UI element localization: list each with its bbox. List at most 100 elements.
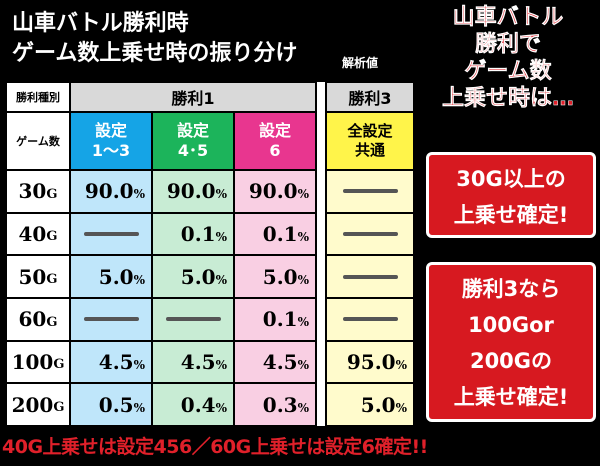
column-header-col1: 設定 1〜3 — [70, 112, 152, 170]
value-text: 0.3% — [263, 393, 309, 417]
value-number: 90.0 — [166, 179, 216, 204]
callout-box-win3: 勝利3なら 100Gor 200Gの 上乗せ確定! — [426, 262, 596, 422]
callout-box-30g: 30G以上の 上乗せ確定! — [426, 152, 596, 238]
value-unit: % — [133, 400, 145, 415]
value-number: 0.1 — [180, 221, 216, 246]
side-title-line-2: ゲーム数 — [464, 59, 552, 85]
row-label-unit: G — [46, 314, 58, 330]
value-cell-30-0: 90.0% — [70, 170, 152, 213]
value-cell-40-0 — [70, 212, 152, 256]
value-cell-60-0 — [70, 298, 152, 341]
value-cell-200-0: 0.5% — [70, 383, 152, 426]
dash-mark — [342, 189, 398, 194]
value-cell-40-3 — [326, 212, 414, 256]
value-number: 5.0 — [98, 264, 134, 289]
value-text: 5.0% — [181, 265, 227, 289]
value-text: 90.0% — [167, 179, 227, 203]
row-label-60: 60 G — [6, 298, 70, 341]
value-text: 0.4% — [181, 393, 227, 417]
dash-mark — [83, 231, 139, 236]
row-label-40: 40 G — [6, 212, 70, 256]
value-number: 0.5 — [98, 392, 134, 417]
value-number: 0.1 — [262, 221, 298, 246]
value-text: 5.0% — [361, 393, 407, 417]
value-text: 0.1% — [263, 307, 309, 331]
column-header-col2-line-0: 設定 — [176, 121, 209, 140]
group-header-win1: 勝利1 — [70, 82, 316, 112]
value-cell-100-1: 4.5% — [152, 340, 234, 384]
value-text: 4.5% — [99, 350, 145, 374]
row-label-number: 200 — [11, 392, 54, 417]
column-header-col2-line-1: 4･5 — [177, 141, 209, 160]
corner-top: 勝利種別 — [6, 82, 70, 112]
value-number: 5.0 — [360, 392, 396, 417]
value-number: 4.5 — [180, 349, 216, 374]
value-unit: % — [297, 187, 309, 202]
value-cell-100-2: 4.5% — [234, 340, 316, 384]
column-header-col3-line-0: 設定 — [258, 121, 291, 140]
value-cell-100-0: 4.5% — [70, 340, 152, 384]
row-label-unit: G — [46, 229, 58, 245]
dash-mark — [342, 274, 398, 279]
value-number: 0.4 — [180, 392, 216, 417]
corner-top-text: 勝利種別 — [16, 91, 60, 104]
corner-bottom-text: ゲーム数 — [16, 135, 60, 148]
side-title: 山車バトル 勝利で ゲーム数 上乗せ時は… — [418, 4, 598, 112]
distribution-table: 勝利種別 ゲーム数 勝利1 勝利3 設定 1〜3 設定 4･5 設定 6 全設定 共通 30 G 90.0%… — [6, 82, 414, 426]
value-cell-30-3 — [326, 170, 414, 213]
value-cell-50-1: 5.0% — [152, 255, 234, 298]
value-unit: % — [297, 229, 309, 244]
column-header-col2: 設定 4･5 — [152, 112, 234, 170]
value-number: 0.3 — [262, 392, 298, 417]
column-header-col1-line-0: 設定 — [94, 121, 127, 140]
side-title-line-3: 上乗せ時は… — [441, 86, 575, 112]
value-cell-30-2: 90.0% — [234, 170, 316, 213]
value-text: 0.5% — [99, 393, 145, 417]
value-unit: % — [215, 357, 227, 372]
value-number: 4.5 — [262, 349, 298, 374]
row-label-number: 30 — [18, 179, 47, 204]
value-cell-60-3 — [326, 298, 414, 341]
box1-line-0: 30G以上の — [456, 167, 566, 191]
row-label-200: 200 G — [6, 383, 70, 426]
box2-line-0: 勝利3なら — [461, 277, 561, 301]
box1-line-1: 上乗せ確定! — [453, 203, 569, 227]
column-header-col4: 全設定 共通 — [326, 112, 414, 170]
value-unit: % — [215, 229, 227, 244]
row-label-unit: G — [46, 186, 58, 202]
dash-mark — [342, 231, 398, 236]
column-header-col4-line-0: 全設定 — [347, 122, 393, 140]
box2-line-3: 上乗せ確定! — [453, 385, 569, 409]
side-title-line-1: 勝利で — [474, 32, 542, 58]
value-cell-40-1: 0.1% — [152, 212, 234, 256]
value-cell-200-1: 0.4% — [152, 383, 234, 426]
row-label-number: 40 — [18, 221, 47, 246]
value-unit: % — [215, 187, 227, 202]
value-text: 90.0% — [85, 179, 145, 203]
value-text: 0.1% — [181, 222, 227, 246]
column-separator — [316, 82, 326, 426]
value-unit: % — [297, 315, 309, 330]
column-header-col3: 設定 6 — [234, 112, 316, 170]
value-cell-200-2: 0.3% — [234, 383, 316, 426]
row-label-100: 100 G — [6, 340, 70, 384]
corner-bottom: ゲーム数 — [6, 112, 70, 170]
side-title-line-0: 山車バトル — [452, 5, 564, 31]
value-number: 5.0 — [262, 264, 298, 289]
row-label-number: 100 — [11, 349, 54, 374]
value-text: 5.0% — [263, 265, 309, 289]
row-label-unit: G — [53, 400, 65, 416]
row-label-30: 30 G — [6, 170, 70, 213]
value-cell-100-3: 95.0% — [326, 340, 414, 384]
value-cell-40-2: 0.1% — [234, 212, 316, 256]
value-cell-50-0: 5.0% — [70, 255, 152, 298]
value-unit: % — [133, 272, 145, 287]
column-header-col1-line-1: 1〜3 — [91, 141, 131, 160]
value-unit: % — [395, 357, 407, 372]
row-label-50: 50 G — [6, 255, 70, 298]
value-number: 0.1 — [262, 307, 298, 332]
value-unit: % — [133, 187, 145, 202]
box2-line-2: 200Gの — [469, 349, 553, 373]
analysis-label: 解析値 — [342, 56, 379, 70]
value-text: 90.0% — [249, 179, 309, 203]
